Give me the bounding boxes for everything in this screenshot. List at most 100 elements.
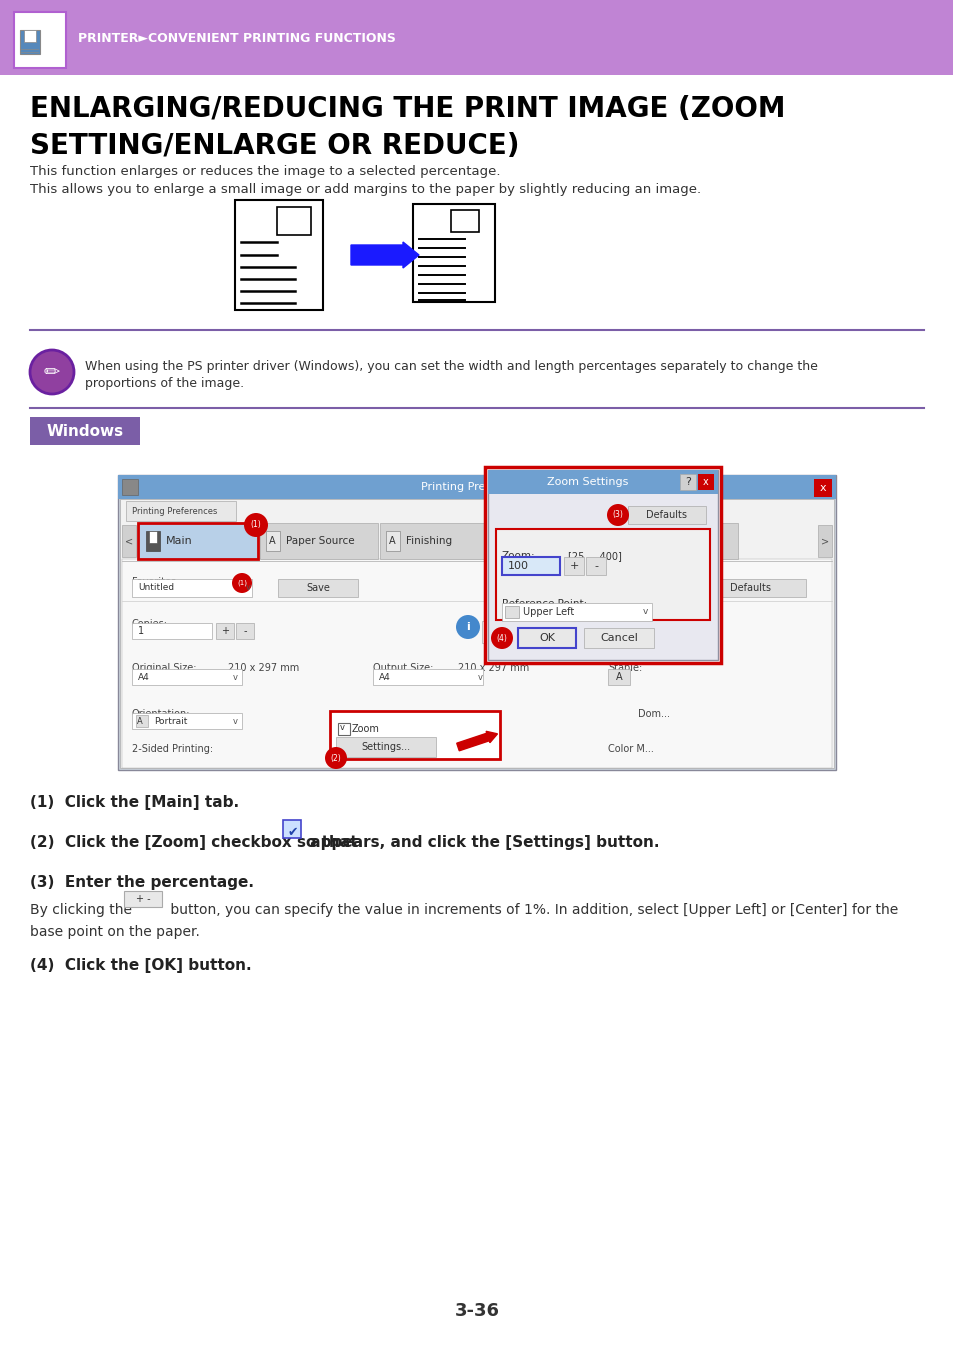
FancyBboxPatch shape: [583, 628, 654, 648]
FancyBboxPatch shape: [499, 522, 618, 559]
Text: Layout: Layout: [540, 536, 576, 545]
Text: Copies:: Copies:: [132, 620, 168, 629]
Text: A: A: [137, 717, 143, 725]
FancyBboxPatch shape: [20, 30, 40, 54]
Text: Portrait: Portrait: [153, 717, 187, 725]
FancyBboxPatch shape: [266, 531, 280, 551]
Text: A4: A4: [138, 672, 150, 682]
Text: v: v: [233, 672, 237, 682]
FancyBboxPatch shape: [627, 506, 705, 524]
Text: 100: 100: [507, 562, 529, 571]
Text: x: x: [819, 483, 825, 493]
FancyBboxPatch shape: [698, 474, 713, 490]
FancyBboxPatch shape: [235, 622, 253, 639]
FancyBboxPatch shape: [501, 558, 559, 575]
FancyBboxPatch shape: [132, 622, 212, 639]
Text: Job Handling: Job Handling: [645, 536, 711, 545]
FancyBboxPatch shape: [132, 670, 242, 684]
Text: This allows you to enlarge a small image or add margins to the paper by slightly: This allows you to enlarge a small image…: [30, 184, 700, 196]
Text: Cancel: Cancel: [599, 633, 638, 643]
FancyBboxPatch shape: [234, 200, 323, 310]
Text: v: v: [339, 724, 345, 733]
Text: 210 x 297 mm: 210 x 297 mm: [457, 663, 529, 674]
Text: base point on the paper.: base point on the paper.: [30, 925, 200, 940]
FancyBboxPatch shape: [496, 529, 709, 620]
Circle shape: [232, 572, 252, 593]
FancyBboxPatch shape: [484, 467, 720, 663]
Text: A4: A4: [378, 672, 391, 682]
FancyBboxPatch shape: [679, 474, 696, 490]
FancyBboxPatch shape: [136, 716, 148, 728]
FancyBboxPatch shape: [488, 470, 718, 494]
Text: -: -: [594, 562, 598, 571]
FancyBboxPatch shape: [276, 207, 311, 235]
FancyBboxPatch shape: [14, 12, 66, 68]
Text: SETTING/ENLARGE OR REDUCE): SETTING/ENLARGE OR REDUCE): [30, 132, 519, 161]
FancyBboxPatch shape: [817, 525, 831, 558]
Text: [25 ... 400]: [25 ... 400]: [567, 551, 621, 562]
FancyBboxPatch shape: [481, 621, 503, 643]
Text: A: A: [615, 672, 621, 682]
Text: N-Up: N-Up: [483, 633, 506, 643]
Text: PRINTER►CONVENIENT PRINTING FUNCTIONS: PRINTER►CONVENIENT PRINTING FUNCTIONS: [78, 31, 395, 45]
FancyBboxPatch shape: [132, 713, 242, 729]
Text: Favorites:: Favorites:: [132, 576, 179, 587]
Text: A: A: [389, 536, 395, 545]
Circle shape: [606, 504, 628, 526]
Text: 1: 1: [138, 626, 144, 636]
FancyBboxPatch shape: [501, 603, 651, 621]
FancyBboxPatch shape: [451, 211, 478, 232]
Text: appears, and click the [Settings] button.: appears, and click the [Settings] button…: [305, 836, 659, 850]
FancyBboxPatch shape: [330, 711, 499, 759]
FancyBboxPatch shape: [413, 204, 495, 302]
FancyBboxPatch shape: [813, 479, 831, 497]
Text: By clicking the: By clicking the: [30, 903, 136, 917]
Text: Output Size:: Output Size:: [373, 663, 433, 674]
Circle shape: [456, 616, 479, 639]
FancyBboxPatch shape: [30, 417, 140, 446]
Text: Staple:: Staple:: [607, 663, 641, 674]
Text: i: i: [466, 622, 470, 632]
Text: Paper Source: Paper Source: [286, 536, 355, 545]
FancyBboxPatch shape: [122, 525, 136, 558]
Text: Printing Preferences: Printing Preferences: [132, 506, 217, 516]
Text: Upper Left: Upper Left: [522, 608, 574, 617]
Text: When using the PS printer driver (Windows), you can set the width and length per: When using the PS printer driver (Window…: [85, 360, 817, 373]
Text: Reference Point:: Reference Point:: [501, 599, 587, 609]
Text: >: >: [821, 536, 828, 545]
Text: +: +: [569, 562, 578, 571]
Circle shape: [491, 626, 513, 649]
Text: + -: + -: [136, 894, 151, 904]
FancyBboxPatch shape: [146, 531, 160, 551]
FancyBboxPatch shape: [277, 579, 357, 597]
Text: Color M...: Color M...: [607, 744, 653, 755]
FancyBboxPatch shape: [260, 522, 377, 559]
FancyBboxPatch shape: [504, 606, 518, 618]
Text: (2)  Click the [Zoom] checkbox so that: (2) Click the [Zoom] checkbox so that: [30, 836, 362, 850]
FancyBboxPatch shape: [132, 579, 252, 597]
Text: Zoom:: Zoom:: [501, 551, 535, 562]
FancyBboxPatch shape: [335, 737, 436, 757]
FancyArrow shape: [351, 242, 418, 269]
FancyBboxPatch shape: [138, 522, 257, 559]
Text: v: v: [233, 717, 237, 725]
FancyBboxPatch shape: [585, 558, 605, 575]
Text: ✔: ✔: [287, 826, 297, 838]
Circle shape: [244, 513, 268, 537]
Text: (1): (1): [236, 579, 247, 586]
FancyBboxPatch shape: [215, 622, 233, 639]
Text: 1: 1: [489, 626, 496, 637]
FancyBboxPatch shape: [0, 0, 953, 76]
Text: Main: Main: [166, 536, 193, 545]
Text: v: v: [246, 583, 251, 593]
FancyBboxPatch shape: [283, 819, 301, 838]
Text: Orientation:: Orientation:: [132, 709, 191, 720]
Text: (3): (3): [612, 510, 622, 520]
FancyBboxPatch shape: [122, 559, 831, 768]
Text: button, you can specify the value in increments of 1%. In addition, select [Uppe: button, you can specify the value in inc…: [166, 903, 898, 917]
Text: ?: ?: [684, 477, 690, 487]
Text: Untitled: Untitled: [138, 583, 174, 593]
Text: Zoom Settings: Zoom Settings: [547, 477, 628, 487]
FancyBboxPatch shape: [386, 531, 399, 551]
FancyBboxPatch shape: [122, 479, 138, 495]
